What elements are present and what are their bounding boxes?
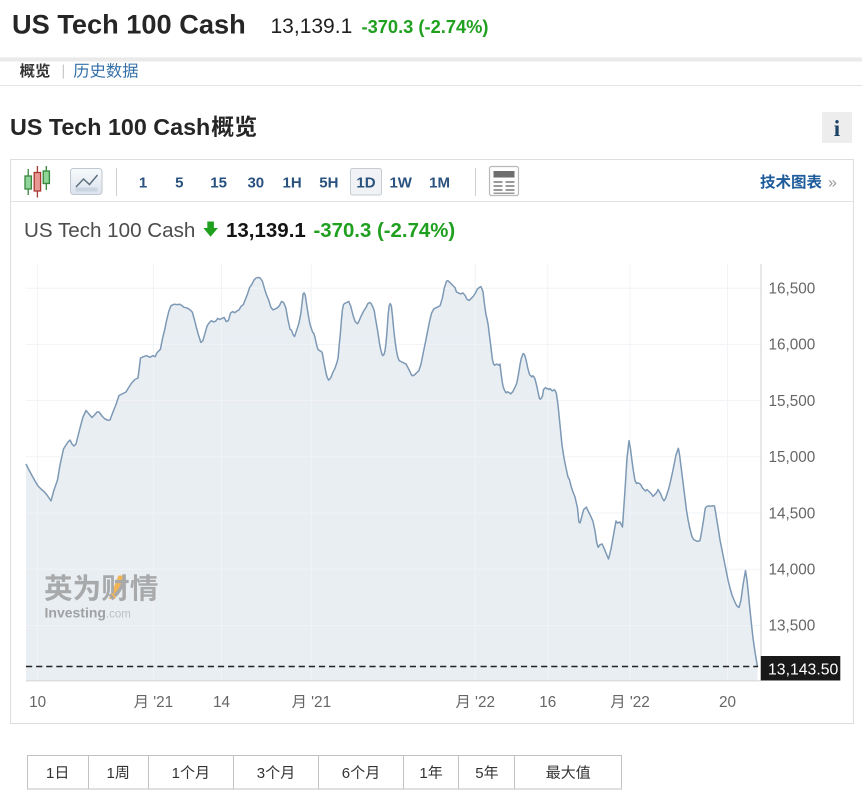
svg-text:5: 5 [175,174,183,191]
svg-text:'21: '21 [307,694,331,711]
svg-text:i: i [834,116,841,141]
svg-text:13,139.1: 13,139.1 [271,15,353,38]
svg-text:1: 1 [419,765,427,782]
svg-text:14: 14 [213,694,231,711]
svg-text:»: » [828,175,837,192]
svg-text:14,000: 14,000 [769,562,816,579]
svg-text:13,139.1: 13,139.1 [226,219,306,242]
svg-text:16: 16 [539,694,556,711]
svg-text:'22: '22 [626,694,650,711]
svg-text:-370.3 (-2.74%): -370.3 (-2.74%) [314,220,456,242]
svg-text:.com: .com [106,609,131,621]
svg-text:-370.3 (-2.74%): -370.3 (-2.74%) [362,16,489,37]
svg-text:'21: '21 [149,694,173,711]
svg-text:15,500: 15,500 [769,393,816,410]
svg-text:6: 6 [342,765,350,782]
svg-text:1W: 1W [389,174,412,191]
svg-text:15,000: 15,000 [769,449,816,466]
svg-text:1M: 1M [429,174,450,191]
svg-text:US Tech 100 Cash: US Tech 100 Cash [10,114,210,140]
svg-text:Investing: Investing [45,605,106,621]
svg-text:14,500: 14,500 [769,505,816,522]
svg-text:3: 3 [257,765,265,782]
svg-text:5: 5 [475,765,483,782]
svg-text:1H: 1H [283,174,302,191]
svg-text:'22: '22 [471,694,495,711]
svg-text:30: 30 [247,174,264,191]
svg-text:1: 1 [172,765,180,782]
svg-text:16,500: 16,500 [769,281,816,298]
svg-text:5H: 5H [319,174,338,191]
svg-text:1: 1 [46,765,54,782]
svg-text:1: 1 [139,174,147,191]
svg-text:US Tech 100 Cash: US Tech 100 Cash [12,9,246,40]
svg-text:10: 10 [29,694,46,711]
svg-text:13,500: 13,500 [769,618,816,635]
svg-text:13,143.50: 13,143.50 [768,662,838,679]
svg-text:1D: 1D [356,174,375,191]
svg-text:US Tech 100 Cash: US Tech 100 Cash [24,219,195,242]
svg-text:15: 15 [210,174,227,191]
svg-text:1: 1 [107,765,115,782]
svg-text:|: | [62,64,66,80]
svg-text:20: 20 [719,694,736,711]
svg-text:16,000: 16,000 [769,337,816,354]
